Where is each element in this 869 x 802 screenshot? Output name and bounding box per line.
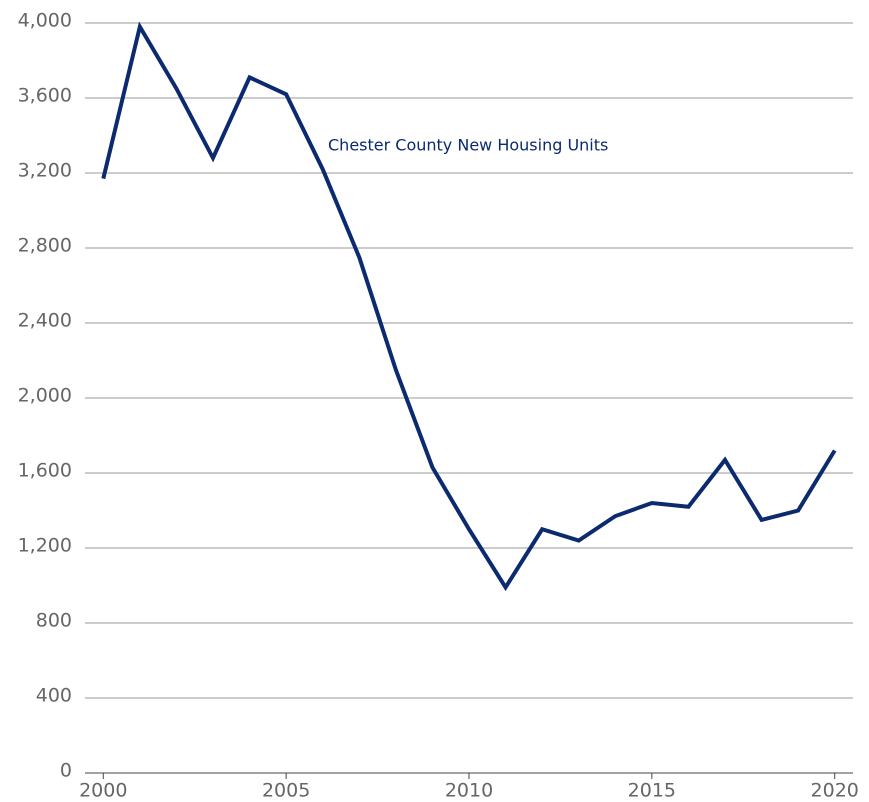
y-tick-label: 3,600 bbox=[18, 85, 72, 107]
line bbox=[101, 21, 837, 592]
x-tick-label: 2010 bbox=[445, 780, 493, 802]
annotation: Chester County New Housing Units bbox=[328, 136, 608, 155]
x-tick-label: 2005 bbox=[262, 780, 310, 802]
y-tick-label: 800 bbox=[36, 610, 72, 632]
y-tick-label: 3,200 bbox=[18, 160, 72, 182]
y-tick-label: 1,600 bbox=[18, 460, 72, 482]
y-tick-label: 1,200 bbox=[18, 535, 72, 557]
y-tick-label: 2,800 bbox=[18, 235, 72, 257]
y-tick-label: 0 bbox=[60, 760, 72, 782]
x-tick-label: 2015 bbox=[628, 780, 676, 802]
y-tick-label: 4,000 bbox=[18, 10, 72, 32]
y-tick-label: 2,400 bbox=[18, 310, 72, 332]
y-tick-label: 400 bbox=[36, 685, 72, 707]
x-tick-label: 2020 bbox=[811, 780, 859, 802]
x-tick-label: 2000 bbox=[79, 780, 127, 802]
y-tick-label: 2,000 bbox=[18, 385, 72, 407]
